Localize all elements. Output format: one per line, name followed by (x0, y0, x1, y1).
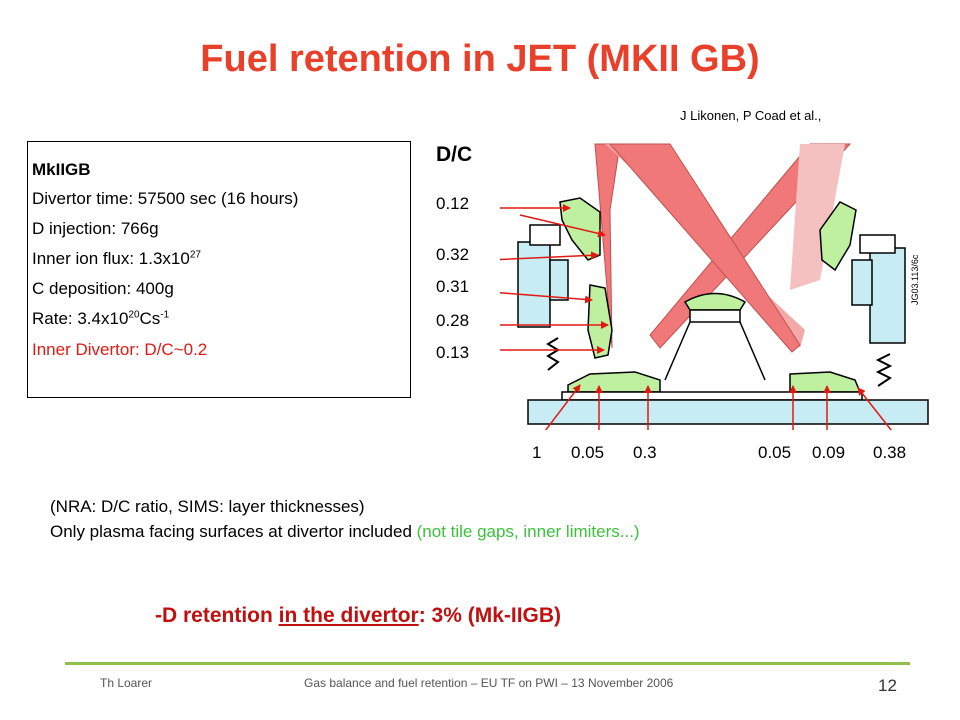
dc-side-value: 0.32 (436, 245, 470, 264)
info-heading: MkIIGB (32, 160, 91, 179)
note-line-1: (NRA: D/C ratio, SIMS: layer thicknesses… (50, 497, 365, 516)
flux-label: Inner ion flux: 1.3x10 (32, 249, 190, 268)
divertor-dome (664, 292, 766, 381)
rate: Rate: 3.4x1020Cs-1 (32, 309, 169, 329)
divertor-time: Divertor time: 57500 sec (16 hours) (32, 189, 299, 208)
dc-bottom-value: 0.38 (873, 443, 907, 462)
dc-side-value: 0.31 (436, 277, 470, 296)
inner-ion-flux: Inner ion flux: 1.3x1027 (32, 249, 201, 269)
note-line-2-main: Only plasma facing surfaces at divertor … (50, 522, 417, 541)
dc-bottom-value: 0.09 (812, 443, 846, 462)
note-line-2: Only plasma facing surfaces at divertor … (50, 522, 640, 542)
base-plate (527, 399, 929, 425)
rate-label: Rate: 3.4x10 (32, 309, 129, 328)
dc-side-value: 0.13 (436, 343, 470, 362)
dc-side-value: 0.12 (436, 194, 470, 213)
side-arrows (500, 204, 609, 354)
floor-tiles (561, 371, 863, 401)
dc-bottom-value: 1 (532, 443, 542, 462)
dc-bottom-value: 0.05 (571, 443, 605, 462)
outer-tiles (819, 201, 857, 272)
rate-exponent: 20 (128, 309, 140, 321)
outer-plasma-edge (790, 144, 845, 290)
figure-id: JG03.113/6c (910, 254, 920, 305)
dc-bottom-value: 0.3 (633, 443, 657, 462)
citation: J Likonen, P Coad et al., (680, 108, 822, 123)
right-support (851, 234, 906, 387)
footer-text: Gas balance and fuel retention – EU TF o… (304, 676, 674, 690)
flux-exponent: 27 (189, 249, 201, 261)
summary-underlined: in the divertor (278, 604, 419, 627)
info-box: MkIIGB Divertor time: 57500 sec (16 hour… (27, 141, 411, 398)
summary-statement: -D retention in the divertor: 3% (Mk-IIG… (155, 604, 561, 628)
footer-author: Th Loarer (100, 676, 153, 690)
page-title: Fuel retention in JET (MKII GB) (200, 38, 760, 80)
bottom-arrows (544, 384, 893, 430)
dc-side-value: 0.28 (436, 311, 470, 330)
left-support (517, 224, 569, 371)
note-line-2-green: (not tile gaps, inner limiters...) (416, 522, 640, 541)
d-injection: D injection: 766g (32, 219, 159, 238)
dc-bottom-value: 0.05 (758, 443, 792, 462)
dc-heading: D/C (436, 143, 473, 166)
divertor-diagram: JG03.113/6c (500, 143, 929, 430)
footer-divider (65, 662, 910, 665)
rate-unit-exponent: -1 (160, 309, 170, 321)
c-deposition: C deposition: 400g (32, 279, 174, 298)
summary-suffix: : 3% (Mk-IIGB) (418, 604, 562, 627)
outer-plasma-leg (608, 143, 801, 353)
page-number: 12 (878, 676, 897, 695)
inner-divertor: Inner Divertor: D/C~0.2 (32, 340, 208, 359)
summary-prefix: -D retention (155, 604, 279, 627)
rate-unit: Cs (139, 309, 161, 328)
